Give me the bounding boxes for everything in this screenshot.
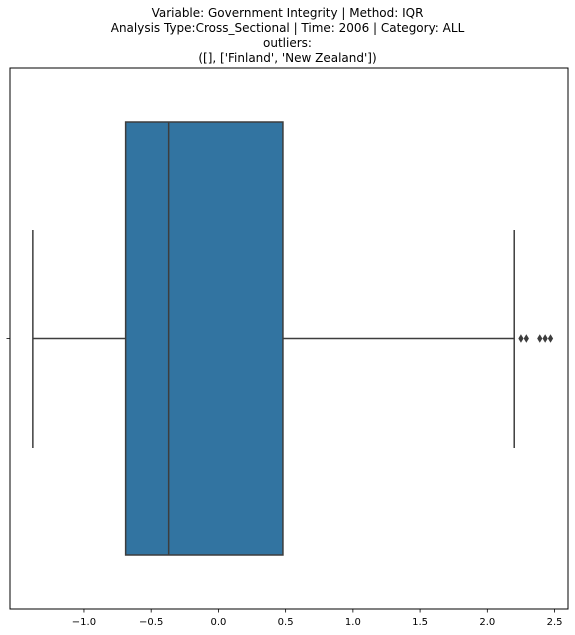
outlier-point-5	[547, 334, 554, 343]
outlier-point-2	[523, 334, 529, 343]
chart-title-line-4: ([], ['Finland', 'New Zealand'])	[198, 51, 377, 65]
x-tick-label-7: 2.0	[479, 617, 495, 628]
outlier-point-1	[518, 334, 524, 343]
chart-title-line-2: Analysis Type:Cross_Sectional | Time: 20…	[110, 21, 465, 35]
x-tick-label-2: −0.5	[139, 617, 163, 628]
x-tick-label-1: −1.0	[72, 617, 96, 628]
chart-title-line-3: outliers:	[263, 36, 312, 50]
x-tick-label-3: 0.0	[210, 617, 226, 628]
x-tick-label-6: 1.5	[412, 617, 428, 628]
outlier-point-3	[537, 334, 543, 343]
x-tick-label-5: 1.0	[345, 617, 361, 628]
outlier-point-4	[542, 334, 548, 343]
iqr-box	[124, 121, 284, 556]
x-tick-label-4: 0.5	[278, 617, 294, 628]
x-tick-label-8: 2.5	[547, 617, 563, 628]
chart-title-line-1: Variable: Government Integrity | Method:…	[151, 6, 424, 20]
